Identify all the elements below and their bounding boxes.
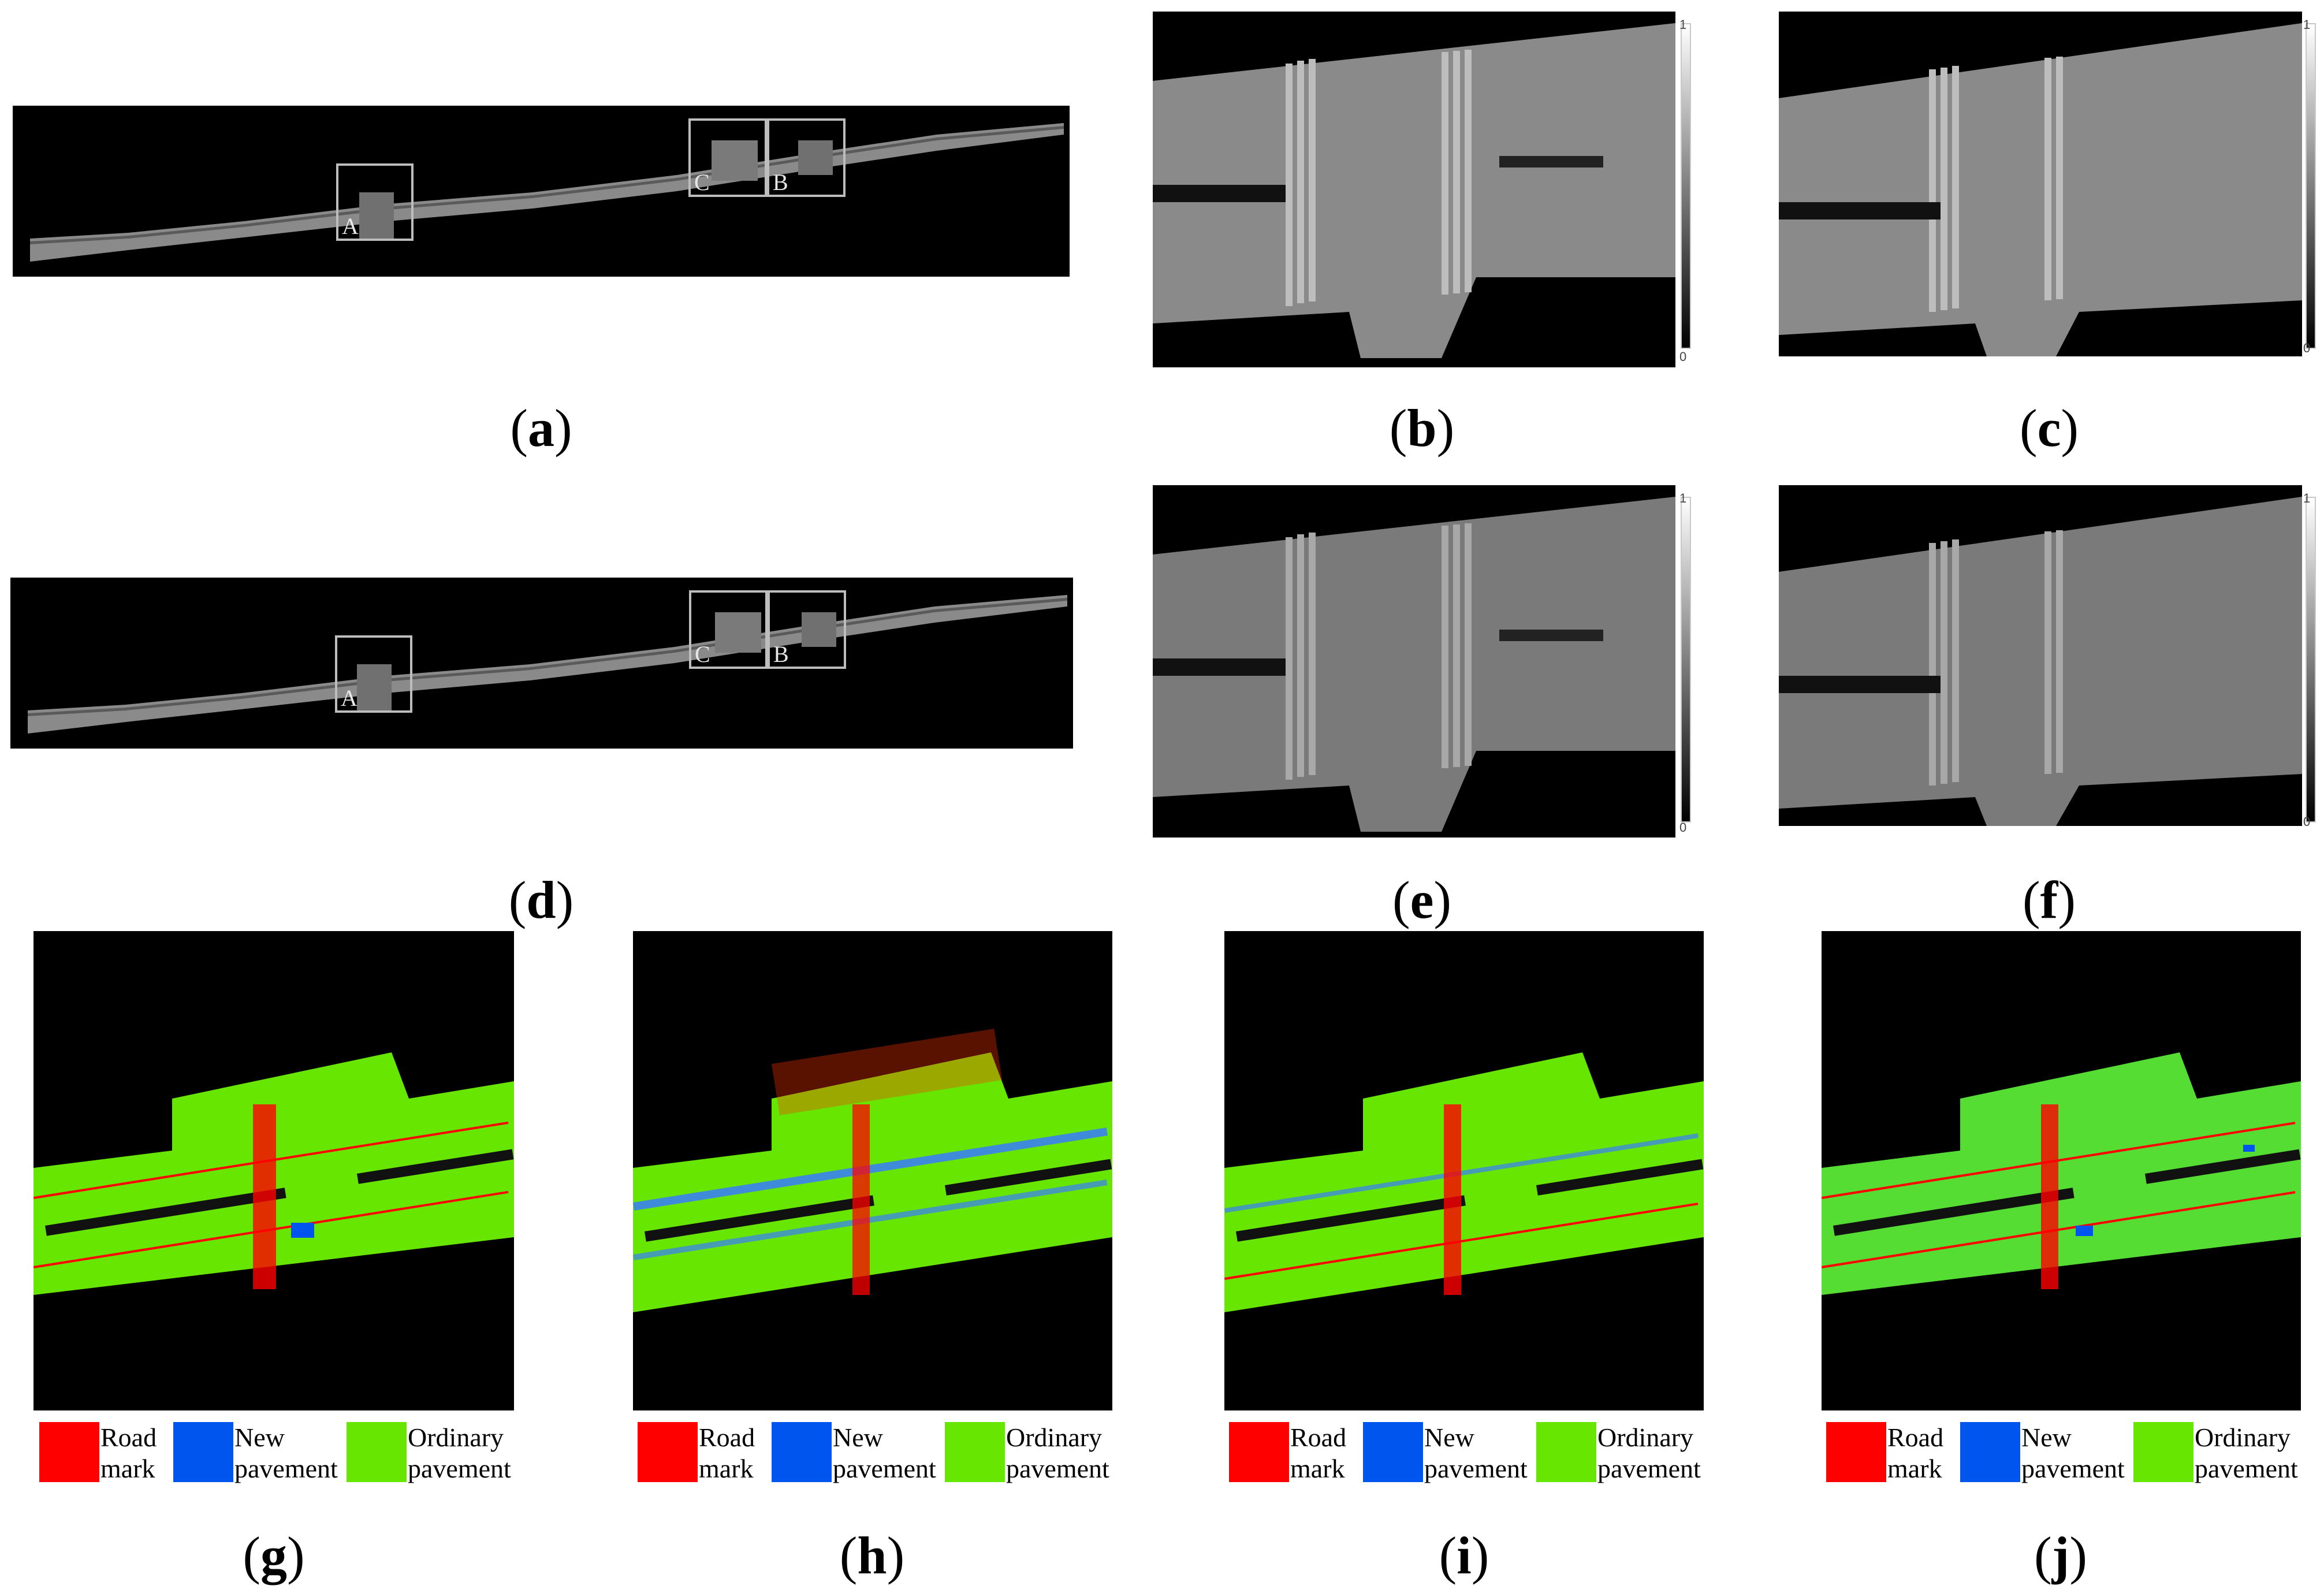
legend-label-ordinary-pavement: Ordinary pavement xyxy=(1006,1423,1109,1483)
panel-f-scale-min: 0 xyxy=(2303,814,2311,829)
panel-d-road-strip xyxy=(28,595,1067,734)
panel-f-intensity-image xyxy=(1779,485,2302,826)
caption-g: (g) xyxy=(243,1526,305,1585)
panel-a-road-strip xyxy=(30,123,1064,262)
panel-i-classification-image xyxy=(1224,931,1704,1410)
legend-label-new-pavement: New pavement xyxy=(234,1423,338,1483)
panel-h-classification-image xyxy=(633,931,1112,1410)
box-label-b: B xyxy=(773,169,788,195)
box-a: A xyxy=(336,163,414,241)
panel-d-strip-image: A C B xyxy=(10,578,1073,749)
box-label-c: C xyxy=(695,641,710,667)
legend-swatch-ordinary-pavement xyxy=(945,1422,1005,1482)
caption-i: (i) xyxy=(1439,1526,1489,1585)
legend-label-road-mark: Road mark xyxy=(100,1423,157,1483)
box-b: B xyxy=(768,590,846,669)
legend-swatch-ordinary-pavement xyxy=(347,1422,407,1482)
panel-e-scale-max: 1 xyxy=(1679,491,1687,505)
panel-e-scale-bar xyxy=(1681,497,1691,822)
legend-swatch-road-mark xyxy=(1229,1422,1289,1482)
panel-j-classification-image xyxy=(1822,931,2301,1410)
box-b: B xyxy=(767,118,846,197)
caption-b: (b) xyxy=(1389,399,1455,457)
panel-e-road-drawing xyxy=(1153,497,1675,832)
panel-e-scale-min: 0 xyxy=(1679,820,1687,835)
panel-c-scale-max: 1 xyxy=(2303,17,2311,32)
box-c: C xyxy=(688,118,767,197)
legend-swatch-new-pavement xyxy=(1363,1422,1423,1482)
panel-b-intensity-image xyxy=(1153,12,1675,367)
panel-a-strip-image: A C B xyxy=(13,106,1070,277)
panel-c-scale-bar xyxy=(2306,23,2316,349)
legend-swatch-ordinary-pavement xyxy=(1536,1422,1596,1482)
legend-label-road-mark: Road mark xyxy=(1887,1423,1944,1483)
panel-f-scale-bar xyxy=(2306,497,2316,822)
legend-swatch-road-mark xyxy=(1826,1422,1886,1482)
legend-swatch-new-pavement xyxy=(772,1422,832,1482)
box-a: A xyxy=(335,635,412,713)
legend-label-ordinary-pavement: Ordinary pavement xyxy=(1597,1423,1701,1483)
legend-label-road-mark: Road mark xyxy=(699,1423,755,1483)
panel-h-road-drawing xyxy=(633,1028,1112,1312)
legend-swatch-new-pavement xyxy=(1960,1422,2020,1482)
panel-b-scale-max: 1 xyxy=(1679,17,1687,32)
legend-label-ordinary-pavement: Ordinary pavement xyxy=(408,1423,511,1483)
caption-d: (d) xyxy=(508,870,574,929)
legend-swatch-road-mark xyxy=(39,1422,99,1482)
legend-label-new-pavement: New pavement xyxy=(2021,1423,2125,1483)
box-label-a: A xyxy=(342,213,359,239)
panel-f-road-drawing xyxy=(1779,497,2302,826)
panel-c-intensity-image xyxy=(1779,12,2302,356)
panel-j-road-drawing xyxy=(1822,1052,2301,1295)
box-label-a: A xyxy=(341,685,357,711)
panel-i-road-drawing xyxy=(1224,1052,1704,1312)
caption-c: (c) xyxy=(2019,399,2079,457)
panel-e-intensity-image xyxy=(1153,485,1675,838)
panel-b-scale-min: 0 xyxy=(1679,349,1687,364)
panel-c-scale-min: 0 xyxy=(2303,341,2311,355)
panel-f-scale-max: 1 xyxy=(2303,491,2311,505)
box-c: C xyxy=(689,590,768,669)
caption-e: (e) xyxy=(1392,870,1452,929)
legend-label-ordinary-pavement: Ordinary pavement xyxy=(2195,1423,2298,1483)
caption-j: (j) xyxy=(2034,1526,2087,1585)
panel-b-road-drawing xyxy=(1153,23,1675,358)
legend-swatch-road-mark xyxy=(638,1422,698,1482)
panel-b-scale-bar xyxy=(1681,23,1691,349)
legend-label-new-pavement: New pavement xyxy=(1424,1423,1528,1483)
panel-g-road-drawing xyxy=(33,1052,514,1295)
legend-swatch-new-pavement xyxy=(173,1422,233,1482)
box-label-c: C xyxy=(694,169,710,195)
legend-label-new-pavement: New pavement xyxy=(833,1423,936,1483)
caption-h: (h) xyxy=(839,1526,905,1585)
panel-g-classification-image xyxy=(33,931,514,1410)
caption-f: (f) xyxy=(2023,870,2076,929)
legend-swatch-ordinary-pavement xyxy=(2133,1422,2193,1482)
panel-c-road-drawing xyxy=(1779,23,2302,356)
caption-a: (a) xyxy=(510,399,572,457)
box-label-b: B xyxy=(773,641,789,667)
legend-label-road-mark: Road mark xyxy=(1290,1423,1347,1483)
